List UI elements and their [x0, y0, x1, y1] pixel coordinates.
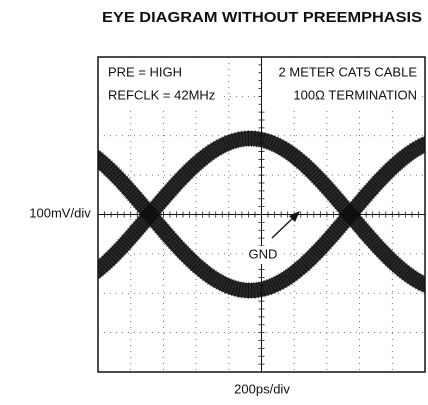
annotation: GND [249, 246, 278, 261]
eye-trace-noise [98, 130, 425, 294]
chart-title: EYE DIAGRAM WITHOUT PREEMPHASIS [102, 9, 422, 26]
annotation: PRE = HIGH [108, 64, 182, 79]
label-backdrop [262, 62, 420, 108]
arrow [271, 216, 295, 239]
annotation: REFCLK = 42MHz [108, 87, 215, 102]
eye-traces [98, 130, 425, 299]
annotation: 2 METER CAT5 CABLE [279, 64, 418, 79]
label-backdrop [246, 246, 280, 264]
y-axis-label: 100mV/div [29, 205, 91, 220]
eye-trace [98, 136, 425, 298]
arrow-head [289, 211, 300, 222]
eye-trace-noise [98, 135, 425, 299]
annotation: 100Ω TERMINATION [293, 87, 417, 102]
label-backdrop [104, 62, 222, 108]
x-axis-label: 200ps/div [234, 381, 290, 396]
eye-trace [98, 131, 425, 293]
plot-frame [97, 56, 426, 373]
